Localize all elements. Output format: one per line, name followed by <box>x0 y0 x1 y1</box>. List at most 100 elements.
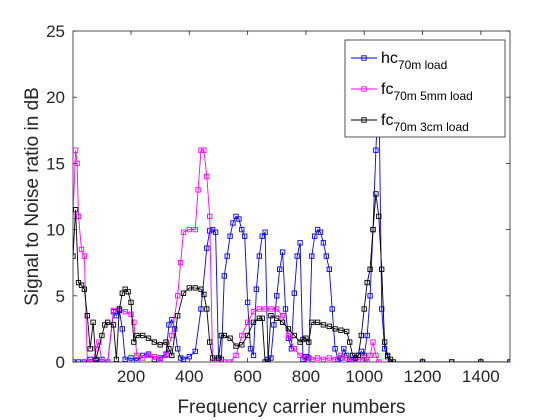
data-point <box>344 355 350 361</box>
data-point <box>390 359 397 362</box>
data-point <box>370 226 376 233</box>
legend-label-main: hc <box>381 50 398 67</box>
data-point <box>376 359 382 362</box>
data-point <box>73 253 76 259</box>
data-point <box>145 335 152 341</box>
data-point <box>180 356 187 362</box>
legend-label-sub: 70m load <box>398 58 447 72</box>
data-point <box>230 220 236 226</box>
x-tick-label: 600 <box>233 367 261 386</box>
data-point <box>277 266 283 272</box>
data-point <box>282 306 289 312</box>
data-point <box>78 246 85 253</box>
data-point <box>198 286 204 292</box>
data-point <box>227 359 233 362</box>
data-point <box>381 339 388 345</box>
data-point <box>291 290 297 296</box>
data-point <box>341 346 347 352</box>
data-point <box>274 315 280 321</box>
data-point <box>297 352 303 359</box>
y-tick-label: 0 <box>56 353 65 372</box>
data-point <box>367 293 373 299</box>
data-point <box>195 187 201 193</box>
x-tick-label: 800 <box>292 367 320 386</box>
data-point <box>256 315 262 321</box>
y-tick-label: 15 <box>46 154 65 173</box>
data-point <box>201 147 207 153</box>
y-tick-label: 25 <box>46 22 65 41</box>
data-point <box>312 233 318 239</box>
data-point <box>186 226 192 233</box>
data-point <box>329 306 335 312</box>
y-tick-label: 10 <box>46 221 65 240</box>
data-point <box>166 322 172 328</box>
data-point <box>373 147 379 153</box>
data-point <box>376 213 382 220</box>
axis-layer: 200 400 600 800 1000 1200 1400 0 5 10 15 20 25 <box>46 22 510 386</box>
data-point <box>116 306 123 312</box>
data-point <box>381 346 388 352</box>
data-point <box>207 213 213 220</box>
data-point <box>291 332 297 339</box>
data-point <box>177 260 184 266</box>
data-point <box>140 332 146 339</box>
data-point <box>192 285 198 291</box>
data-point <box>268 313 274 319</box>
data-point <box>309 319 315 325</box>
data-point <box>207 339 213 345</box>
data-point <box>317 229 324 235</box>
data-point <box>361 306 367 312</box>
x-tick-label: 200 <box>117 367 145 386</box>
data-point <box>221 273 227 279</box>
data-point <box>163 352 169 359</box>
data-point <box>367 352 373 359</box>
y-tick-label: 5 <box>56 287 65 306</box>
data-point <box>87 346 93 352</box>
data-point <box>306 339 312 345</box>
data-point <box>314 319 321 325</box>
data-point <box>265 359 271 362</box>
data-point <box>247 346 254 352</box>
data-point <box>84 313 90 319</box>
data-point <box>244 299 251 306</box>
data-point <box>131 339 137 345</box>
data-point <box>271 322 277 328</box>
data-point <box>256 306 262 312</box>
data-point <box>236 216 242 222</box>
data-point <box>370 339 376 345</box>
data-point <box>204 306 210 312</box>
x-tick-label: 1200 <box>404 367 442 386</box>
data-point <box>358 332 364 339</box>
x-tick-label: 1400 <box>462 367 500 386</box>
legend-label-main: fc <box>381 112 393 129</box>
data-point <box>204 245 210 251</box>
data-point <box>279 249 286 255</box>
legend-label: hc70m load <box>381 50 447 72</box>
legend-marker <box>361 117 367 123</box>
data-point <box>157 342 163 348</box>
data-point <box>134 352 140 359</box>
data-point <box>119 290 125 296</box>
x-tick-label: 400 <box>175 367 203 386</box>
data-point <box>233 343 239 349</box>
data-point <box>338 327 344 333</box>
data-point <box>332 326 338 332</box>
data-point <box>169 352 175 359</box>
data-point <box>233 352 239 359</box>
data-point <box>242 233 248 239</box>
legend-label: fc70m 5mm load <box>381 81 473 103</box>
data-point <box>96 339 102 345</box>
data-point <box>320 240 327 246</box>
data-point <box>250 319 257 325</box>
data-point <box>113 356 120 362</box>
data-point <box>93 356 99 362</box>
data-point <box>128 299 134 306</box>
data-point <box>239 332 245 339</box>
data-point <box>209 355 216 361</box>
data-point <box>250 309 257 315</box>
data-point <box>262 359 268 362</box>
data-point <box>177 355 184 361</box>
y-tick-label: 20 <box>46 88 65 107</box>
